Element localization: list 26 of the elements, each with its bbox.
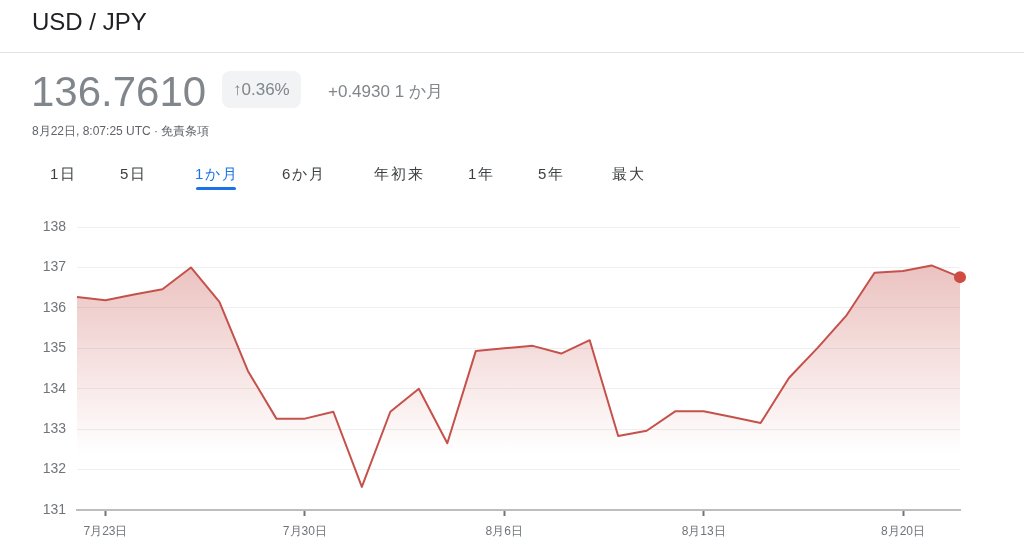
text: ↑0.36%: [222, 71, 301, 108]
chart-title: USD / JPY: [32, 8, 147, 36]
y-tick-label: 137: [42, 258, 67, 275]
text: 1年: [468, 165, 496, 184]
x-tick-label: 7月30日: [282, 523, 327, 538]
y-tick-label: 135: [42, 339, 67, 356]
text: 5日: [120, 165, 148, 184]
y-tick-label: 134: [42, 379, 67, 396]
text: 8月22日, 8:07:25 UTC · 免責条項: [32, 123, 210, 140]
text: 5年: [538, 165, 566, 184]
chart-subtitle: 136.7610: [31, 68, 207, 116]
text: 1日: [50, 165, 78, 184]
text: +0.4930 1 か月: [328, 81, 443, 103]
y-tick-label: 132: [42, 460, 67, 477]
y-tick-label: 131: [42, 500, 67, 517]
text: 6か月: [282, 165, 327, 184]
text: 最大: [612, 165, 646, 184]
x-tick-label: 8月20日: [881, 523, 926, 538]
x-tick-label: 8月6日: [485, 523, 523, 538]
text: 年初来: [374, 165, 425, 184]
y-tick-label: 133: [42, 420, 67, 436]
y-tick-label: 138: [42, 217, 67, 234]
text: 1か月: [195, 165, 240, 184]
x-tick-label: 8月13日: [681, 523, 726, 538]
y-tick-label: 136: [42, 298, 67, 315]
x-tick-label: 7月23日: [83, 523, 128, 538]
